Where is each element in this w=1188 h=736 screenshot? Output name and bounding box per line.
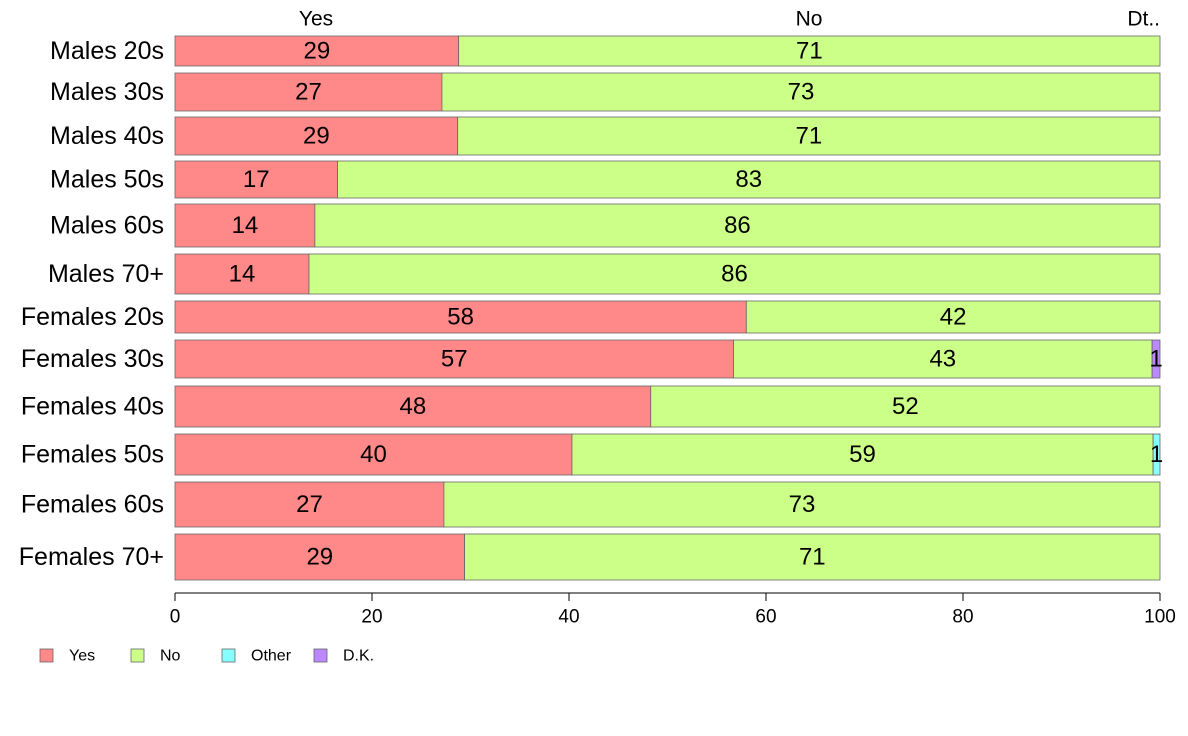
bar-segment-no [457,116,1161,156]
data-label: 59 [849,441,876,468]
data-label: 29 [303,38,330,65]
bar-row: Males 40s 29 71 [50,116,1161,156]
data-label: 48 [400,393,427,420]
data-label: 83 [735,166,762,193]
bar-segment-no [458,35,1161,67]
x-tick-label: 40 [558,607,579,628]
bar-row: Females 30s 57 43 1 [21,339,1163,379]
legend: Yes No Other D.K. [39,648,374,665]
category-label: Males 60s [50,212,164,240]
data-label: 40 [360,441,387,468]
x-tick-label: 60 [755,607,776,628]
data-label: 71 [796,38,823,65]
data-label: 29 [303,123,330,150]
category-label: Males 20s [50,37,164,65]
data-label: 1 [1149,346,1162,373]
legend-swatch [130,648,145,663]
bar-segment-no [745,300,1161,334]
bar-segment-yes [174,339,734,379]
bar-row: Females 50s 40 59 1 [21,433,1163,476]
x-axis: 0 20 40 60 80 100 [170,592,1176,628]
bar-row: Males 50s 17 83 [50,160,1161,199]
category-label: Males 70+ [48,260,164,288]
data-label: 14 [232,212,259,239]
bar-row: Males 30s 27 73 [50,72,1161,112]
bar-row: Females 60s 27 73 [21,481,1161,528]
bar-row: Males 70+ 14 86 [48,253,1161,295]
bar-segment-no [733,339,1153,379]
bar-segment-other [1152,433,1161,476]
category-label: Females 50s [21,441,164,469]
x-tick-label: 20 [361,607,382,628]
bar-row: Males 60s 14 86 [50,203,1161,248]
data-label: 86 [721,261,748,288]
column-header: No [796,8,823,31]
bar-segment-yes [174,481,445,528]
bar-segment-yes [174,533,465,581]
bar-row: Males 20s 29 71 [50,35,1161,67]
legend-swatch [313,648,328,663]
bar-row: Females 70+ 29 71 [19,533,1161,581]
bar-segment-yes [174,116,459,156]
data-label: 27 [296,491,323,518]
legend-swatch [221,648,236,663]
data-label: 1 [1150,441,1163,468]
x-tick-label: 0 [170,607,181,628]
data-label: 14 [229,261,256,288]
data-label: 42 [940,304,967,331]
bar-segment-no [650,385,1161,428]
category-label: Females 70+ [19,543,164,571]
data-label: 57 [441,346,468,373]
x-tick-label: 100 [1144,607,1176,628]
data-label: 71 [799,544,826,571]
data-label: 29 [306,544,333,571]
legend-item: Other [221,648,292,665]
bar-segment-no [464,533,1161,581]
column-header: Dt.. [1127,8,1160,31]
data-label: 71 [795,123,822,150]
category-label: Males 50s [50,166,164,194]
bar-segment-no [314,203,1161,248]
bar-row: Females 40s 48 52 [21,385,1161,428]
legend-label: Other [251,648,292,665]
data-label: 43 [929,346,956,373]
legend-label: D.K. [343,648,374,665]
data-label: 27 [295,79,322,106]
data-label: 58 [447,304,474,331]
bar-segment-yes [174,35,460,67]
data-label: 86 [724,212,751,239]
bar-segment-no [441,72,1161,112]
category-label: Males 40s [50,122,164,150]
bar-segment-d-k- [1151,339,1161,379]
bar-segment-no [308,253,1161,295]
data-label: 17 [243,166,270,193]
bar-segment-yes [174,160,338,199]
legend-item: Yes [39,648,95,665]
legend-label: Yes [69,648,95,665]
category-label: Females 20s [21,303,164,331]
bar-segment-no [337,160,1161,199]
legend-item: D.K. [313,648,374,665]
category-label: Females 60s [21,491,164,519]
category-label: Females 40s [21,393,164,421]
bar-segment-yes [174,203,316,248]
legend-label: No [160,648,181,665]
data-label: 52 [892,393,919,420]
column-header: Yes [299,8,333,31]
bar-row: Females 20s 58 42 [21,300,1161,334]
legend-item: No [130,648,181,665]
column-headers: Yes No Dt.. [299,8,1160,31]
x-tick-label: 80 [952,607,973,628]
data-label: 73 [788,79,815,106]
bar-segment-yes [174,433,573,476]
bar-segment-yes [174,300,747,334]
legend-swatch [39,648,54,663]
category-label: Females 30s [21,345,164,373]
category-label: Males 30s [50,78,164,106]
bar-segment-no [443,481,1161,528]
bar-segment-yes [174,72,443,112]
data-label: 73 [789,491,816,518]
